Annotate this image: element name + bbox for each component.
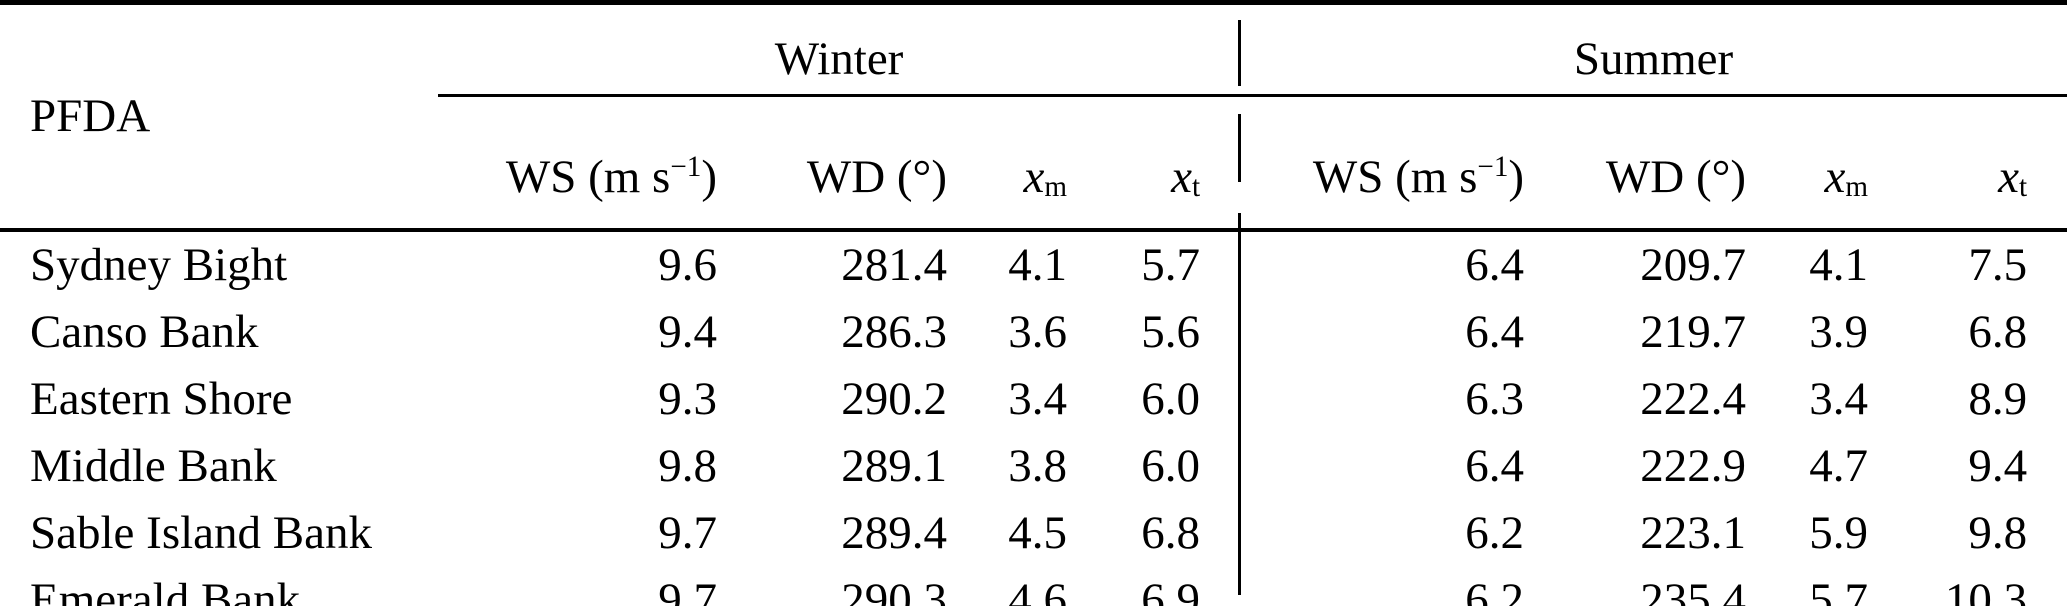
- pfda-name: Eastern Shore: [30, 372, 293, 425]
- cell-winter-xm: 4.6: [1008, 573, 1067, 606]
- season-divider-line: [1238, 20, 1241, 86]
- cell-summer-ws: 6.2: [1465, 506, 1525, 559]
- pfda-name: Sable Island Bank: [30, 506, 372, 559]
- cell-summer-xm: 3.4: [1809, 372, 1869, 425]
- summer-xm-header: xm: [1752, 95, 1875, 232]
- cell-summer-ws: 6.4: [1465, 305, 1525, 358]
- cell-winter-xt: 6.0: [1141, 372, 1201, 425]
- cell-summer-wd: 209.7: [1640, 238, 1747, 291]
- pfda-name: Canso Bank: [30, 305, 259, 358]
- ws-unit-close: ): [701, 151, 717, 204]
- cell-winter-xm: 3.6: [1008, 305, 1067, 358]
- cell-summer-ws: 6.4: [1465, 439, 1525, 492]
- cell-summer-xm: 4.1: [1809, 238, 1869, 291]
- cell-summer-ws: 6.2: [1465, 573, 1525, 606]
- table-row: Sable Island Bank 9.7 289.4 4.5 6.8 6.2 …: [0, 500, 2067, 567]
- table-row: Eastern Shore 9.3 290.2 3.4 6.0 6.3 222.…: [0, 366, 2067, 433]
- winter-group-header: Winter: [438, 2, 1241, 97]
- cell-winter-xt: 6.0: [1141, 439, 1201, 492]
- cell-winter-xm: 3.4: [1008, 372, 1067, 425]
- summer-group-header: Summer: [1240, 2, 2067, 97]
- cell-winter-ws: 9.7: [658, 506, 717, 559]
- pfda-name: Middle Bank: [30, 439, 277, 492]
- winter-xt-header: xt: [1073, 95, 1241, 232]
- table-row: Emerald Bank 9.7 290.3 4.6 6.9 6.2 235.4…: [0, 567, 2067, 606]
- cell-summer-wd: 223.1: [1640, 506, 1747, 559]
- cell-summer-wd: 222.9: [1640, 439, 1747, 492]
- cell-summer-xm: 3.9: [1809, 305, 1869, 358]
- ws-unit-exponent: −1: [670, 151, 702, 184]
- cell-summer-xt: 9.4: [1968, 439, 2028, 492]
- cell-summer-xm: 4.7: [1809, 439, 1869, 492]
- table-row: Canso Bank 9.4 286.3 3.6 5.6 6.4 219.7 3…: [0, 299, 2067, 366]
- summer-ws-header: WS (m s−1): [1240, 95, 1531, 232]
- cell-winter-wd: 281.4: [841, 238, 947, 291]
- cell-summer-ws: 6.4: [1465, 238, 1525, 291]
- cell-summer-xt: 8.9: [1968, 372, 2028, 425]
- cell-winter-xt: 6.8: [1141, 506, 1201, 559]
- winter-xm-header: xm: [953, 95, 1073, 232]
- winter-wd-header: WD (°): [723, 95, 953, 232]
- xm-subscript: m: [1044, 171, 1067, 204]
- ws-unit-close: ): [1508, 151, 1525, 204]
- xt-symbol: x: [1998, 151, 2019, 204]
- pfda-name: Emerald Bank: [30, 573, 301, 606]
- season-divider-line: [1238, 114, 1241, 182]
- cell-winter-xm: 4.1: [1008, 238, 1067, 291]
- cell-winter-wd: 290.3: [841, 573, 947, 606]
- cell-winter-xt: 5.7: [1141, 238, 1201, 291]
- xm-symbol: x: [1824, 151, 1846, 204]
- winter-ws-header: WS (m s−1): [438, 95, 723, 232]
- cell-winter-xm: 3.8: [1008, 439, 1067, 492]
- cell-summer-xt: 9.8: [1968, 506, 2028, 559]
- pfda-name: Sydney Bight: [30, 238, 288, 291]
- cell-winter-wd: 289.1: [841, 439, 947, 492]
- cell-summer-ws: 6.3: [1465, 372, 1525, 425]
- table-row: Middle Bank 9.8 289.1 3.8 6.0 6.4 222.9 …: [0, 433, 2067, 500]
- cell-winter-wd: 289.4: [841, 506, 947, 559]
- cell-winter-xt: 5.6: [1141, 305, 1201, 358]
- xt-subscript: t: [2018, 171, 2028, 204]
- cell-winter-ws: 9.8: [658, 439, 717, 492]
- cell-summer-wd: 222.4: [1640, 372, 1747, 425]
- cell-winter-ws: 9.7: [658, 573, 717, 606]
- xt-subscript: t: [1191, 171, 1201, 204]
- cell-winter-xm: 4.5: [1008, 506, 1067, 559]
- cell-summer-xm: 5.9: [1809, 506, 1869, 559]
- cell-winter-ws: 9.6: [658, 238, 717, 291]
- xm-symbol: x: [1023, 151, 1045, 204]
- sub-header-row: WS (m s−1) WD (°) xm xt WS (m s−1) WD (°…: [0, 95, 2067, 232]
- cell-summer-wd: 219.7: [1640, 305, 1747, 358]
- cell-winter-xt: 6.9: [1141, 573, 1201, 606]
- cell-summer-xm: 5.7: [1809, 573, 1869, 606]
- cell-winter-wd: 286.3: [841, 305, 947, 358]
- season-divider-line: [1238, 213, 1241, 595]
- ws-unit-exponent: −1: [1477, 151, 1509, 184]
- cell-summer-wd: 235.4: [1640, 573, 1747, 606]
- cell-winter-ws: 9.4: [658, 305, 717, 358]
- cell-winter-ws: 9.3: [658, 372, 717, 425]
- xm-subscript: m: [1845, 171, 1869, 204]
- cell-summer-xt: 7.5: [1968, 238, 2028, 291]
- summer-wd-header: WD (°): [1530, 95, 1753, 232]
- ws-unit-text: WS (m s: [505, 151, 671, 204]
- pfda-column-header: PFDA: [0, 2, 438, 232]
- cell-summer-xt: 10.3: [1944, 573, 2028, 606]
- summer-xt-header: xt: [1874, 95, 2067, 232]
- table-row: Sydney Bight 9.6 281.4 4.1 5.7 6.4 209.7…: [0, 230, 2067, 299]
- group-header-row: PFDA Winter Summer: [0, 2, 2067, 232]
- cell-winter-wd: 290.2: [841, 372, 947, 425]
- ws-unit-text: WS (m s: [1312, 151, 1478, 204]
- cell-summer-xt: 6.8: [1968, 305, 2028, 358]
- xt-symbol: x: [1171, 151, 1192, 204]
